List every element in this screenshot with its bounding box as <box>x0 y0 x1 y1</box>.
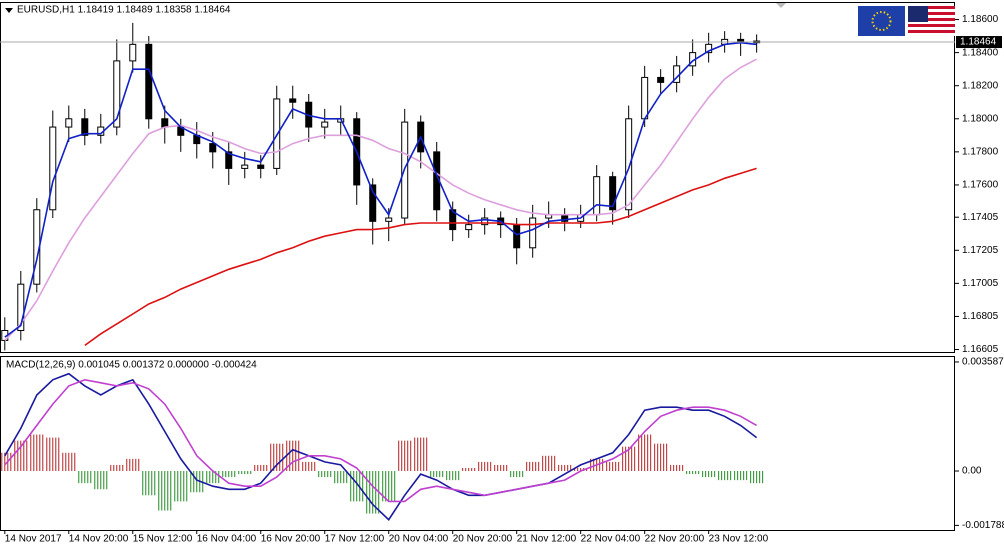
candle-body <box>209 143 217 153</box>
y-tick-label: 1.17405 <box>962 212 999 223</box>
x-tick-label: 16 Nov 20:00 <box>261 534 321 545</box>
x-tick-label: 17 Nov 12:00 <box>325 534 385 545</box>
candle-body <box>17 283 25 331</box>
x-tick-label: 21 Nov 12:00 <box>517 534 577 545</box>
candle-body <box>241 164 249 169</box>
y-tick-label: 1.17800 <box>962 147 999 158</box>
indicator-line <box>4 372 758 521</box>
candle-body <box>369 184 377 222</box>
candle-body <box>257 164 265 169</box>
indicator-line <box>4 378 757 503</box>
macd-pane-frame <box>0 356 955 531</box>
y-tick-label: 1.18000 <box>962 113 999 124</box>
bid-box <box>956 36 1002 49</box>
candle-body <box>161 118 169 128</box>
y-tick-label: 1.17005 <box>962 278 999 289</box>
candle-body <box>273 98 281 169</box>
x-tick-label: 14 Nov 2017 <box>5 534 62 545</box>
candle-body <box>513 224 521 249</box>
y-tick-label: 0.00 <box>962 466 982 477</box>
x-tick-label: 22 Nov 20:00 <box>645 534 705 545</box>
y-tick-label: 1.18200 <box>962 80 999 91</box>
candle-body <box>657 76 665 83</box>
candle-body <box>289 98 297 103</box>
indicator-line <box>4 58 757 341</box>
y-tick-label: -0.001788 <box>962 520 1004 531</box>
candle-body <box>481 217 489 226</box>
x-tick-label: 15 Nov 12:00 <box>133 534 193 545</box>
y-tick-label: 1.18600 <box>962 14 999 25</box>
candle-body <box>609 176 617 211</box>
bid-label: 1.18464 <box>960 37 997 48</box>
candle-body <box>593 176 601 216</box>
price-title: EURUSD,H1 1.18419 1.18489 1.18358 1.1846… <box>17 5 231 16</box>
price-pane-frame <box>0 2 955 353</box>
x-tick-label: 23 Nov 12:00 <box>709 534 769 545</box>
candle-body <box>81 118 89 136</box>
x-tick-label: 22 Nov 04:00 <box>581 534 641 545</box>
symbol-menu-arrow <box>5 8 13 13</box>
candle-body <box>49 126 57 211</box>
candle-body <box>225 151 233 169</box>
candle-body <box>737 38 745 42</box>
y-tick-label: 1.17205 <box>962 245 999 256</box>
candle-body <box>705 43 713 54</box>
x-tick-label: 16 Nov 04:00 <box>197 534 257 545</box>
x-tick-label: 14 Nov 20:00 <box>69 534 129 545</box>
x-tick-label: 20 Nov 20:00 <box>453 534 513 545</box>
y-tick-label: 1.18400 <box>962 47 999 58</box>
candle-body <box>465 224 473 231</box>
candle-body <box>641 76 649 120</box>
shift-marker <box>776 3 786 8</box>
candle-body <box>145 43 153 120</box>
candle-body <box>529 217 537 249</box>
candle-body <box>129 43 137 62</box>
y-tick-label: 1.16605 <box>962 344 999 355</box>
y-tick-label: 0.003587 <box>962 357 1004 368</box>
macd-title: MACD(12,26,9) 0.001045 0.001372 0.000000… <box>6 360 257 371</box>
candle-body <box>113 60 121 128</box>
indicator-line <box>4 41 757 338</box>
candle-body <box>321 121 329 128</box>
us-flag <box>908 6 955 36</box>
indicator-line <box>84 167 757 347</box>
y-tick-label: 1.16805 <box>962 311 999 322</box>
candle-body <box>385 217 393 222</box>
candle-body <box>65 118 73 128</box>
eu-flag <box>858 6 905 36</box>
x-tick-label: 20 Nov 04:00 <box>389 534 449 545</box>
y-tick-label: 1.17600 <box>962 180 999 191</box>
candle-body <box>625 118 633 211</box>
